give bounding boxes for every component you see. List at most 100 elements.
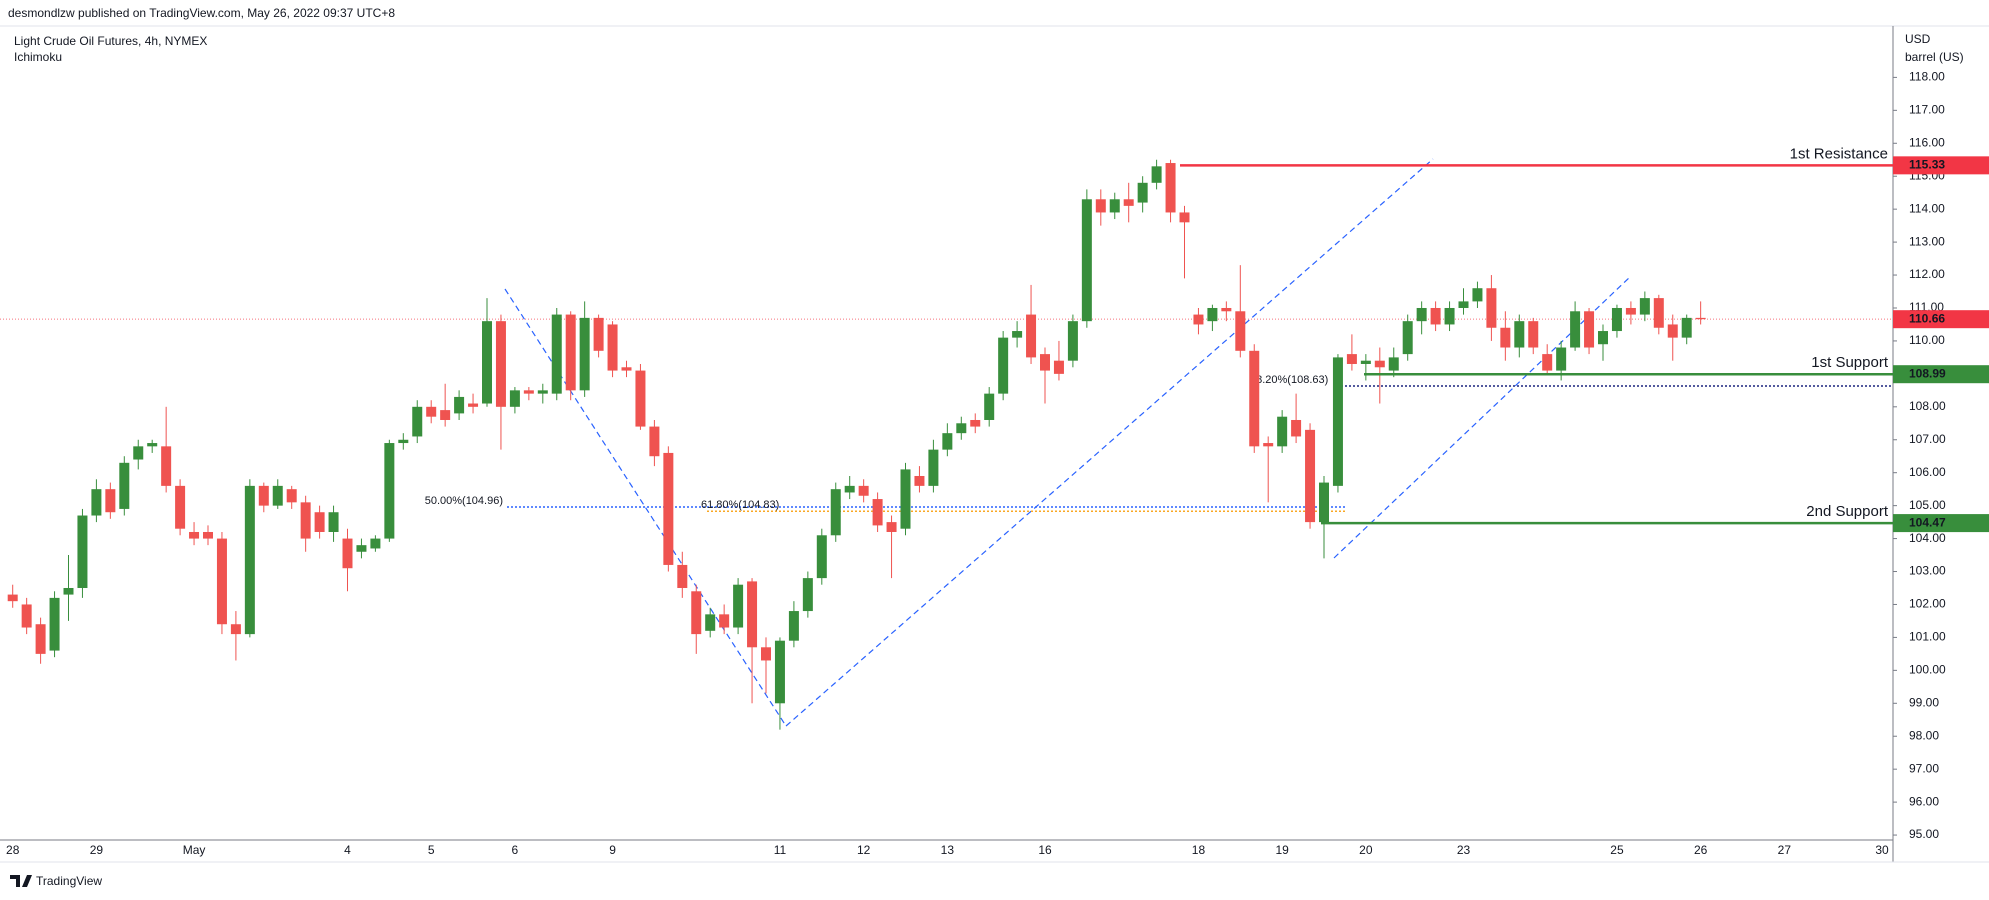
candle-body xyxy=(1305,429,1316,523)
candle-body xyxy=(342,538,353,569)
candle-body xyxy=(1277,416,1288,447)
candle-body xyxy=(468,403,479,407)
candle-body xyxy=(272,485,283,506)
candle-body xyxy=(1584,311,1595,348)
candle-body xyxy=(49,597,60,651)
indicator-label: Ichimoku xyxy=(14,50,62,64)
candle-body xyxy=(426,406,437,417)
candle-body xyxy=(1249,350,1260,447)
candle-body xyxy=(244,485,255,635)
candle-body xyxy=(1402,321,1413,355)
level-label: 1st Support xyxy=(1811,354,1889,371)
price-box-label: 115.33 xyxy=(1909,158,1945,172)
candle-body xyxy=(300,502,311,539)
x-tick-label: 19 xyxy=(1275,843,1289,857)
candle-body xyxy=(1430,307,1441,325)
candle-body xyxy=(816,535,827,579)
candle-body xyxy=(928,449,939,486)
candle-body xyxy=(1109,199,1120,213)
candle-body xyxy=(984,393,995,420)
candle-body xyxy=(1123,199,1134,206)
y-tick-label: 112.00 xyxy=(1909,267,1945,281)
y-tick-label: 101.00 xyxy=(1909,630,1946,644)
candle-body xyxy=(21,604,32,628)
y-tick-label: 100.00 xyxy=(1909,663,1946,677)
candle-body xyxy=(1012,331,1023,338)
candle-body xyxy=(1486,288,1497,328)
x-tick-label: 12 xyxy=(857,843,871,857)
fib-label: 61.80%(104.83) xyxy=(701,499,779,511)
candle-body xyxy=(1556,347,1567,371)
y-tick-label: 116.00 xyxy=(1909,135,1945,149)
candle-body xyxy=(1235,311,1246,351)
candle-body xyxy=(607,324,618,371)
candle-body xyxy=(1291,419,1302,437)
candle-body xyxy=(1611,307,1622,332)
candle-body xyxy=(440,410,451,420)
candle-body xyxy=(105,489,116,513)
candle-body xyxy=(216,538,227,625)
candle-body xyxy=(1416,307,1427,322)
candle-body xyxy=(1458,301,1469,308)
candle-body xyxy=(370,538,381,549)
level-label: 2nd Support xyxy=(1806,503,1889,520)
candle-body xyxy=(1137,182,1148,203)
candle-body xyxy=(1026,314,1037,358)
candle-body xyxy=(858,485,869,496)
candle-body xyxy=(35,624,46,654)
candle-body xyxy=(788,611,799,641)
candle-body xyxy=(286,489,297,503)
trend-lines xyxy=(504,158,1631,727)
candle-body xyxy=(621,367,632,371)
x-tick-label: May xyxy=(183,843,206,857)
candle-body xyxy=(635,370,646,427)
candle-body xyxy=(523,390,534,394)
price-box xyxy=(1893,310,1989,329)
candle-body xyxy=(872,499,883,526)
candle-body xyxy=(1095,199,1106,213)
candle-body xyxy=(133,446,144,460)
candle-body xyxy=(1151,166,1162,183)
candle-body xyxy=(705,614,716,631)
candle-body xyxy=(161,446,172,486)
candle-body xyxy=(761,647,771,661)
x-tick-label: 26 xyxy=(1694,843,1708,857)
x-tick-label: 25 xyxy=(1610,843,1624,857)
y-tick-label: 118.00 xyxy=(1909,70,1945,84)
candle-body xyxy=(509,390,520,407)
candle-body xyxy=(1319,482,1329,523)
fib-label: 38.20%(108.63) xyxy=(1250,374,1328,386)
candle-body xyxy=(565,314,576,391)
y-tick-label: 108.00 xyxy=(1909,399,1946,413)
candle-body xyxy=(886,522,897,532)
candle-body xyxy=(119,462,130,509)
candle-body xyxy=(830,489,841,536)
candle-body xyxy=(189,531,200,539)
candle-body xyxy=(1067,321,1078,361)
candle-body xyxy=(1179,212,1190,223)
level-label: 1st Resistance xyxy=(1790,145,1888,162)
trend-line xyxy=(1333,276,1631,559)
candle-body xyxy=(1681,317,1692,338)
y-tick-label: 105.00 xyxy=(1909,498,1946,512)
chart-title: Light Crude Oil Futures, 4h, NYMEX xyxy=(14,34,207,48)
brand-name: TradingView xyxy=(36,874,102,888)
candle-body xyxy=(147,443,158,447)
y-tick-label: 98.00 xyxy=(1909,728,1939,742)
candle-body xyxy=(733,584,744,628)
x-tick-label: 18 xyxy=(1192,843,1206,857)
candle-body xyxy=(942,433,953,450)
y-tick-label: 104.00 xyxy=(1909,531,1946,545)
candle-body xyxy=(844,485,855,493)
x-tick-label: 20 xyxy=(1359,843,1373,857)
candle-body xyxy=(1207,307,1218,322)
x-tick-label: 11 xyxy=(774,843,787,857)
candle-body xyxy=(1346,354,1357,364)
y-tick-label: 99.00 xyxy=(1909,695,1939,709)
candle-body xyxy=(1165,163,1176,213)
brand: TradingView xyxy=(10,874,102,888)
candle-body xyxy=(1221,307,1232,312)
candle-body xyxy=(691,591,702,635)
candle-body xyxy=(914,475,925,486)
candle-body xyxy=(900,469,911,529)
